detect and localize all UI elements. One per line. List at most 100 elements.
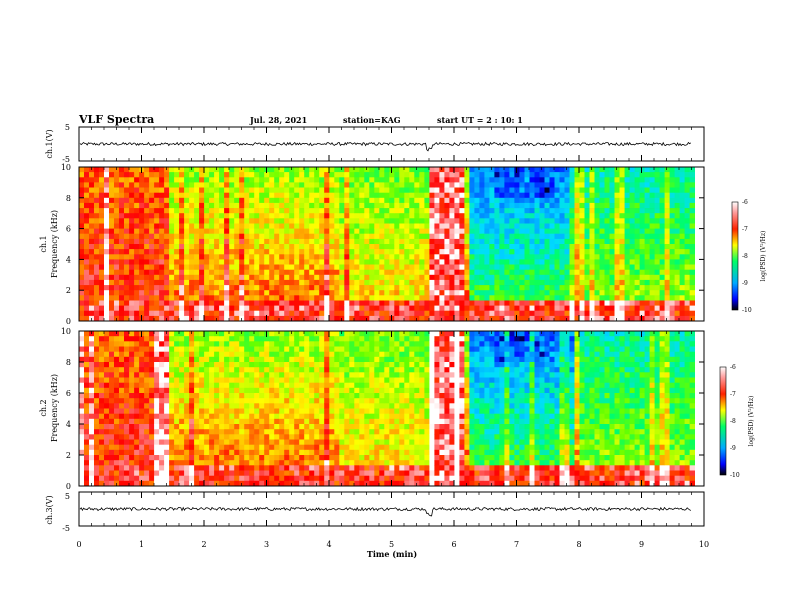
spectrogram-cell [464,172,470,178]
spectrogram-cell [99,408,105,415]
spectrogram-cell [244,167,250,173]
spectrogram-cell [164,341,170,347]
spectrogram-cell [459,264,465,270]
spectrogram-cell [244,197,250,204]
spectrogram-cell [189,202,195,209]
spectrogram-cell [579,182,585,188]
spectrogram-cell [119,238,125,245]
spectrogram-cell [169,290,175,296]
spectrogram-cell [109,182,115,188]
spectrogram-cell [239,202,245,209]
spectrogram-cell [89,254,95,260]
spectrogram-cell [634,238,640,245]
spectrogram-cell [469,310,475,317]
spectrogram-cell [114,460,120,466]
spectrogram-cell [634,259,640,265]
spectrogram-cell [534,223,540,229]
spectrogram-cell [129,274,135,281]
spectrogram-cell [184,167,190,173]
spectrogram-cell [149,398,155,404]
spectrogram-cell [199,372,205,378]
spectrogram-cell [129,465,135,471]
spectrogram-cell [334,295,340,301]
spectrogram-cell [229,439,235,446]
spectrogram-cell [319,192,325,199]
spectrogram-cell [269,295,275,301]
spectrogram-cell [84,182,90,188]
spectrogram-cell [479,238,485,245]
spectrogram-cell [189,475,195,482]
spectrogram-cell [204,377,210,384]
spectrogram-cell [549,202,555,209]
spectrogram-cell [304,315,310,322]
spectrogram-cell [79,259,85,265]
freq-tick-label: 4 [66,255,71,264]
spectrogram-cell [519,295,525,301]
spectrogram-cell [84,279,90,286]
spectrogram-cell [204,269,210,276]
spectrogram-cell [584,177,590,183]
spectrogram-cell [249,465,255,471]
spectrogram-cell [504,279,510,286]
spectrogram-cell [179,264,185,270]
spectrogram-cell [689,259,695,265]
spectrogram-cell [644,259,650,265]
spectrogram-cell [674,274,680,281]
spectrogram-cell [389,279,395,286]
spectrogram-cell [259,290,265,296]
spectrogram-cell [509,295,515,301]
spectrogram-cell [229,197,235,204]
spectrogram-cell [569,228,575,235]
spectrogram-cell [569,238,575,245]
spectrogram-cell [104,244,110,250]
spectrogram-cell [664,202,670,209]
spectrogram-cell [124,387,130,394]
spectrogram-cell [104,233,110,240]
spectrogram-cell [309,197,315,204]
spectrogram-cell [414,182,420,188]
spectrogram-cell [469,238,475,245]
spectrogram-cell [354,187,360,193]
spectrogram-cell [219,244,225,250]
spectrogram-cell [344,192,350,199]
spectrogram-cell [314,279,320,286]
spectrogram-cell [569,172,575,178]
spectrogram-cell [94,254,100,260]
spectrogram-cell [124,177,130,183]
spectrogram-cell [119,249,125,255]
spectrogram-cell [544,295,550,301]
spectrogram-cell [134,172,140,178]
spectrogram-cell [209,192,215,199]
spectrogram-cell [614,177,620,183]
spectrogram-cell [124,403,130,409]
spectrogram-cell [239,377,245,384]
spectrogram-cell [309,192,315,199]
spectrogram-cell [154,305,160,312]
spectrogram-cell [359,259,365,265]
spectrogram-cell [519,223,525,229]
spectrogram-cell [379,172,385,178]
spectrogram-cell [564,167,570,173]
spectrogram-cell [319,259,325,265]
spectrogram-cell [109,382,115,389]
spectrogram-cell [344,238,350,245]
spectrogram-cell [479,192,485,199]
spectrogram-cell [534,182,540,188]
spectrogram-cell [664,244,670,250]
spectrogram-cell [654,254,660,260]
spectrogram-cell [184,197,190,204]
spectrogram-cell [154,367,160,373]
spectrogram-cell [489,223,495,229]
spectrogram-cell [299,177,305,183]
spectrogram-cell [544,249,550,255]
spectrogram-cell [444,197,450,204]
spectrogram-cell [484,208,490,214]
spectrogram-cell [669,177,675,183]
spectrogram-cell [349,244,355,250]
spectrogram-cell [159,192,165,199]
spectrogram-cell [229,264,235,270]
spectrogram-cell [509,259,515,265]
spectrogram-cell [459,192,465,199]
spectrogram-cell [179,228,185,235]
